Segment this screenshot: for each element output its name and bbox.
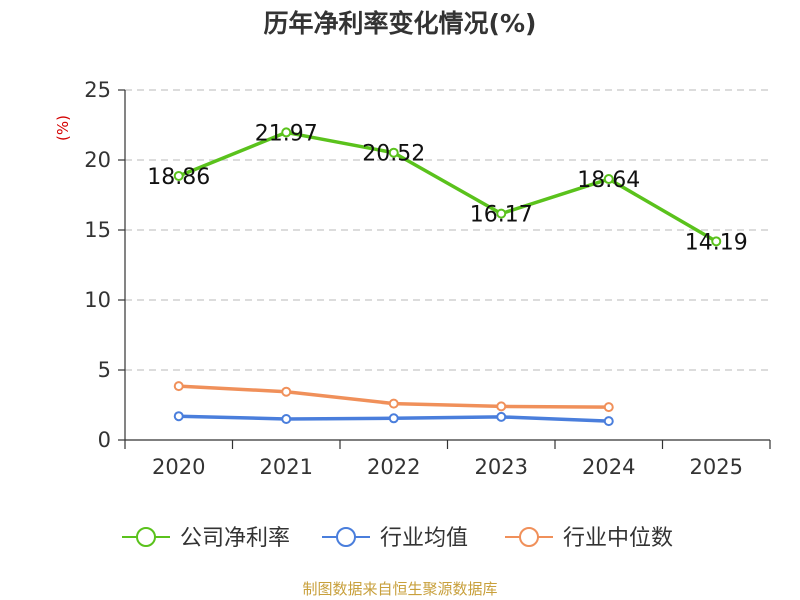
gridlines: [125, 89, 770, 371]
data-point[interactable]: [388, 413, 399, 424]
data-point[interactable]: [173, 411, 184, 422]
chart-title: 历年净利率变化情况(%): [263, 9, 537, 38]
legend-label: 行业均值: [380, 526, 468, 551]
data-point[interactable]: [603, 416, 614, 427]
data-point[interactable]: [603, 402, 614, 413]
data-point[interactable]: [281, 414, 292, 424]
legend-marker: [519, 527, 539, 547]
x-tick-label: 2025: [690, 455, 743, 479]
x-tick-label: 2021: [260, 455, 313, 479]
data-point[interactable]: [173, 381, 184, 392]
y-tick-label: 25: [84, 78, 111, 102]
legend[interactable]: 公司净利率 行业均值 行业中位数: [122, 526, 673, 551]
data-point[interactable]: [281, 386, 292, 397]
legend-marker: [136, 527, 156, 547]
source-note: 制图数据来自恒生聚源数据库: [302, 580, 498, 598]
x-tick-label: 2020: [152, 455, 205, 479]
x-tick-label: 2022: [367, 455, 420, 479]
legend-label: 行业中位数: [563, 526, 673, 551]
data-label: 20.52: [362, 142, 425, 167]
data-point[interactable]: [388, 398, 399, 409]
x-tick-label: 2023: [475, 455, 528, 479]
data-label: 18.86: [147, 165, 210, 190]
y-axis-unit: (%): [54, 115, 72, 141]
y-tick-label: 10: [84, 288, 111, 312]
series-group: [173, 127, 722, 427]
legend-item[interactable]: 公司净利率: [122, 526, 290, 551]
data-label: 16.17: [470, 203, 533, 228]
y-tick-label: 0: [98, 428, 111, 452]
legend-marker: [336, 527, 356, 547]
data-point[interactable]: [281, 127, 292, 138]
legend-item[interactable]: 行业均值: [322, 526, 468, 551]
data-point[interactable]: [496, 411, 507, 422]
legend-item[interactable]: 行业中位数: [505, 526, 673, 551]
y-ticks: 0 5 10 15 20 25: [84, 78, 125, 452]
series-line-0: [177, 130, 718, 244]
data-point[interactable]: [496, 208, 507, 219]
data-point[interactable]: [496, 401, 507, 412]
data-label: 21.97: [255, 121, 318, 146]
y-tick-label: 20: [84, 148, 111, 172]
y-tick-label: 5: [98, 358, 111, 382]
legend-label: 公司净利率: [180, 526, 290, 551]
data-point[interactable]: [603, 174, 614, 185]
x-ticks: 2020 2021 2022 2023 2024 2025: [124, 440, 771, 479]
data-point[interactable]: [388, 147, 399, 158]
data-point[interactable]: [711, 236, 722, 247]
y-tick-label: 15: [84, 218, 111, 242]
data-label: 14.19: [685, 230, 748, 255]
data-labels: 18.86 21.97 20.52 16.17 18.64 14.19: [147, 121, 747, 255]
data-label: 18.64: [577, 168, 640, 193]
data-point[interactable]: [173, 170, 184, 181]
x-tick-label: 2024: [582, 455, 635, 479]
